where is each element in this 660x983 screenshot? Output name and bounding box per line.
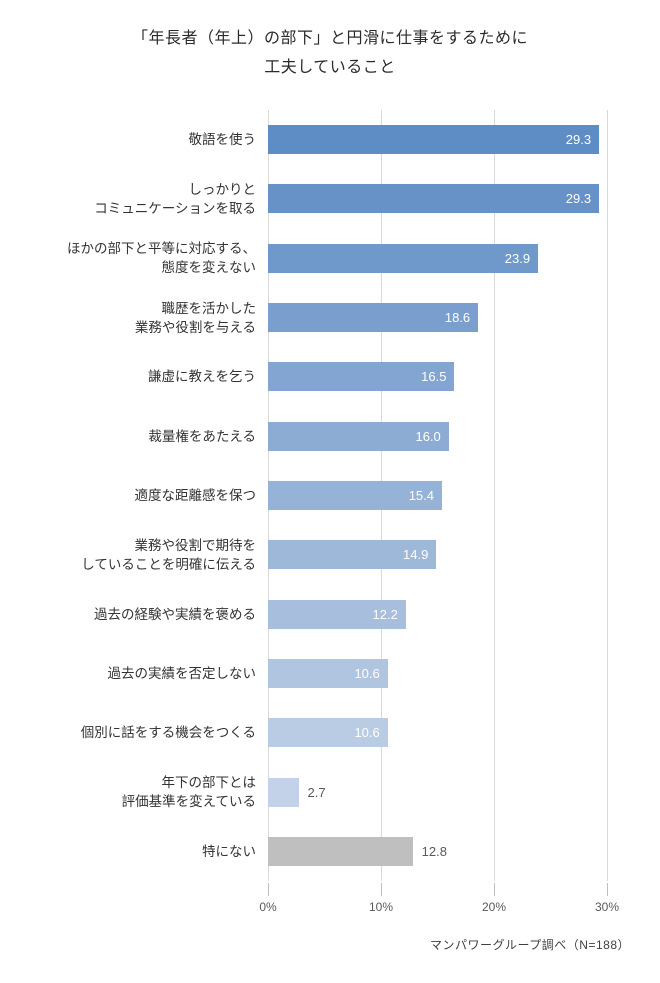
bar: 29.3 [268,125,600,155]
bar: 16.0 [268,421,449,451]
bar-track: 29.3 [268,184,607,214]
category-label-line: ほかの部下と平等に対応する、 [67,241,256,257]
bar-row: 裁量権をあたえる 16.0 [0,407,660,466]
bar-row: ほかの部下と平等に対応する、態度を変えない 23.9 [0,229,660,288]
category-label: しっかりとコミュニケーションを取る [0,180,268,218]
category-label-line: 業務や役割を与える [134,319,256,335]
category-label: 謙虚に教えを乞う [0,367,268,386]
value-label: 10.6 [354,725,380,741]
value-label: 16.0 [415,428,441,444]
bar [268,777,299,807]
value-label: 12.8 [421,843,447,859]
bar-rows: 敬語を使う 29.3 しっかりとコミュニケーションを取る 29.3 ほかの部下と平等に対… [0,110,660,881]
bar: 29.3 [268,184,600,214]
source-note: マンパワーグループ調べ（N=188） [430,938,630,952]
gridline [607,110,608,881]
category-label-line: 業務や役割で期待を [134,537,257,553]
axis-tick [494,883,495,896]
value-label: 12.2 [372,606,398,622]
category-label: 個別に話をする機会をつくる [0,723,268,742]
bar-track: 2.7 [268,777,607,807]
category-label: 職歴を活かした業務や役割を与える [0,299,268,337]
category-label: 過去の経験や実績を褒める [0,605,268,624]
bar-track: 14.9 [268,540,607,570]
category-label-line: 態度を変えない [161,260,257,276]
chart-title: 「年長者（年上）の部下」と円滑に仕事をするために 工夫していること [0,24,660,82]
category-label-line: コミュニケーションを取る [94,200,256,216]
bar-track: 29.3 [268,125,607,155]
bar-row: 謙虚に教えを乞う 16.5 [0,347,660,406]
category-label-line: していることを明確に伝える [81,556,256,572]
category-label-line: 裁量権をあたえる [148,428,256,444]
bar: 14.9 [268,540,437,570]
bar-row: 過去の経験や実績を褒める 12.2 [0,585,660,644]
bar-row: 特にない 12.8 [0,822,660,881]
category-label-line: 過去の実績を否定しない [107,665,257,681]
bar-track: 16.0 [268,421,607,451]
value-label: 15.4 [408,488,435,504]
bar: 10.6 [268,658,388,688]
category-label: 適度な距離感を保つ [0,486,268,505]
bar-track: 15.4 [268,481,607,511]
category-label-line: 年下の部下とは [161,775,257,791]
bar-row: 適度な距離感を保つ 15.4 [0,466,660,525]
category-label-line: しっかりと [188,181,257,197]
category-label-line: 職歴を活かした [161,300,257,316]
value-label: 29.3 [565,132,592,148]
value-label: 18.6 [444,310,471,326]
category-label-line: 評価基準を変えている [121,794,256,810]
bar-row: 業務や役割で期待をしていることを明確に伝える 14.9 [0,525,660,584]
bar-row: 過去の実績を否定しない 10.6 [0,644,660,703]
axis-tick [268,883,269,896]
bar-track: 23.9 [268,243,607,273]
axis-tick-label: 30% [594,900,620,914]
value-label: 14.9 [403,547,429,563]
bar-row: しっかりとコミュニケーションを取る 29.3 [0,169,660,228]
category-label: 過去の実績を否定しない [0,664,268,683]
bar-track: 10.6 [268,658,607,688]
bar-track: 10.6 [268,718,607,748]
bar-row: 年下の部下とは評価基準を変えている 2.7 [0,762,660,821]
bar: 23.9 [268,243,539,273]
category-label-line: 特にない [202,843,256,859]
chart-title-line2: 工夫していること [264,59,396,76]
chart-title-line1: 「年長者（年上）の部下」と円滑に仕事をするために [131,30,528,47]
category-label-line: 個別に話をする機会をつくる [80,725,256,741]
category-label-line: 謙虚に教えを乞う [148,369,256,385]
axis-tick-label: 20% [481,900,507,914]
bar: 10.6 [268,718,388,748]
category-label-line: 過去の経験や実績を褒める [94,606,256,622]
axis-tick [607,883,608,896]
bar: 15.4 [268,481,443,511]
value-label: 10.6 [354,665,380,681]
bar-row: 個別に話をする機会をつくる 10.6 [0,703,660,762]
value-label: 2.7 [307,784,326,800]
value-label: 29.3 [565,191,592,207]
bar-track: 12.2 [268,599,607,629]
value-label: 23.9 [504,250,531,266]
category-label: 裁量権をあたえる [0,427,268,446]
bar [268,836,413,866]
bar-row: 敬語を使う 29.3 [0,110,660,169]
bar: 18.6 [268,303,479,333]
category-label: 敬語を使う [0,130,268,149]
axis-tick-label: 10% [368,900,394,914]
gridline [494,110,495,881]
value-label: 16.5 [421,369,447,385]
bar: 16.5 [268,362,455,392]
category-label: ほかの部下と平等に対応する、態度を変えない [0,239,268,277]
axis-tick-label: 0% [259,900,277,914]
category-label: 業務や役割で期待をしていることを明確に伝える [0,536,268,574]
bar-row: 職歴を活かした業務や役割を与える 18.6 [0,288,660,347]
axis-tick [381,883,382,896]
bar: 12.2 [268,599,406,629]
bar-chart: 敬語を使う 29.3 しっかりとコミュニケーションを取る 29.3 ほかの部下と平等に対… [0,110,660,914]
category-label-line: 敬語を使う [188,132,257,148]
category-label: 特にない [0,842,268,861]
bar-track: 12.8 [268,836,607,866]
category-label: 年下の部下とは評価基準を変えている [0,773,268,811]
bar-track: 18.6 [268,303,607,333]
bar-track: 16.5 [268,362,607,392]
category-label-line: 適度な距離感を保つ [134,488,257,504]
